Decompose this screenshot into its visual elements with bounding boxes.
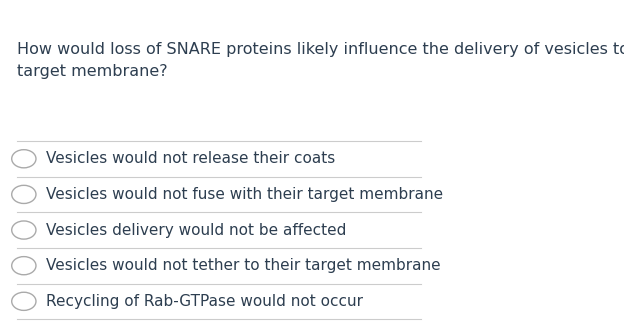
Text: Vesicles would not release their coats: Vesicles would not release their coats [46, 151, 334, 166]
Text: How would loss of SNARE proteins likely influence the delivery of vesicles to th: How would loss of SNARE proteins likely … [17, 42, 624, 79]
Text: Vesicles would not fuse with their target membrane: Vesicles would not fuse with their targe… [46, 187, 442, 202]
Text: Vesicles delivery would not be affected: Vesicles delivery would not be affected [46, 223, 346, 237]
Text: Vesicles would not tether to their target membrane: Vesicles would not tether to their targe… [46, 258, 440, 273]
Text: Recycling of Rab-GTPase would not occur: Recycling of Rab-GTPase would not occur [46, 294, 363, 309]
